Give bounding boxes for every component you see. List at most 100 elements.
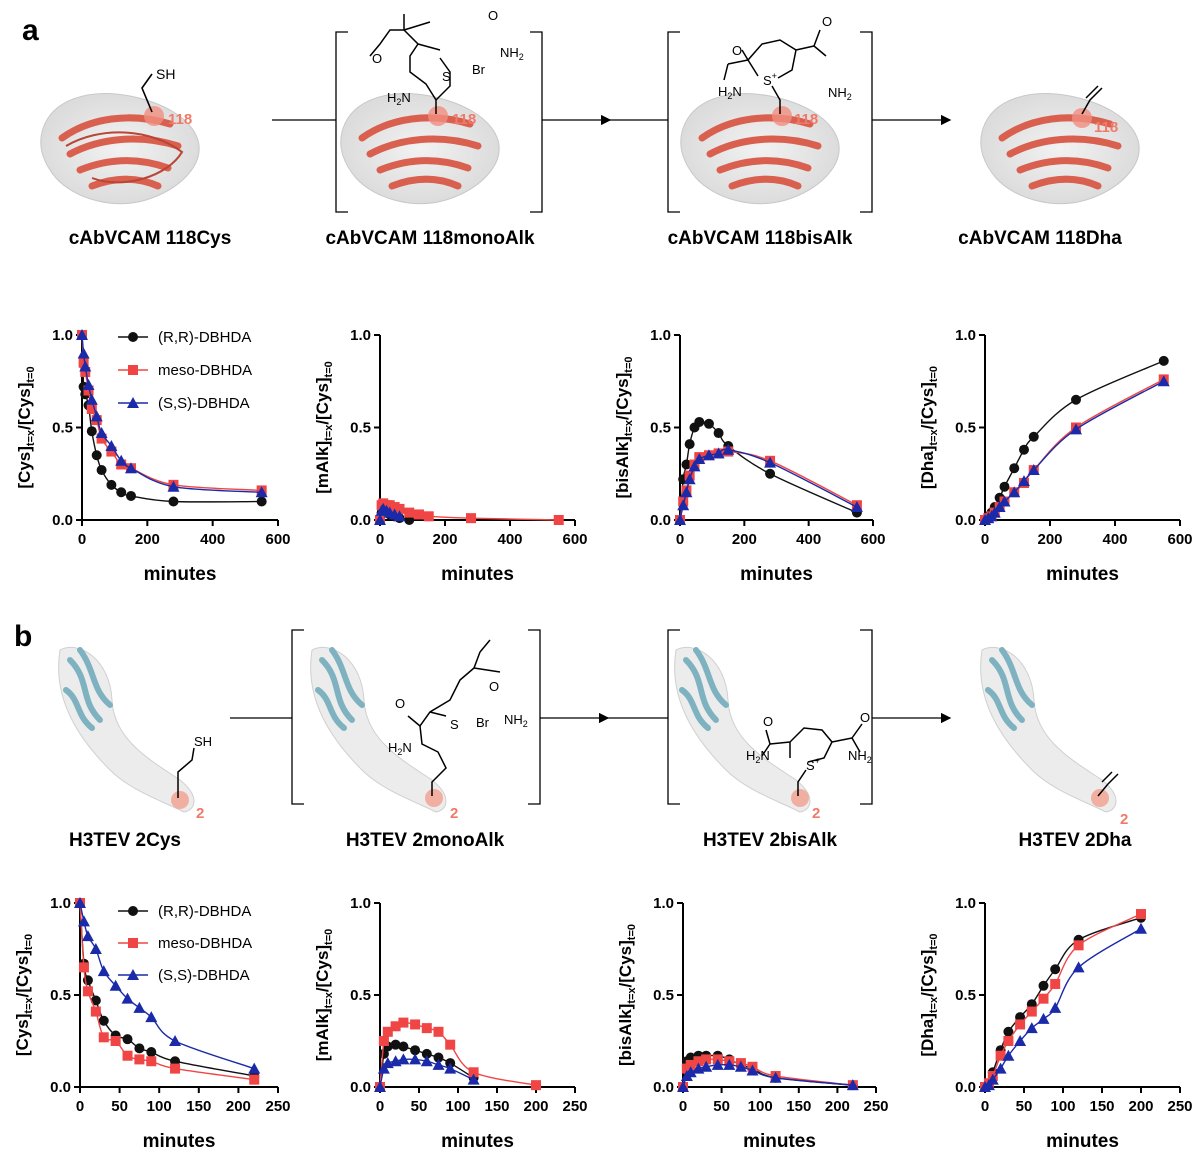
fit-curve: [984, 917, 1142, 1088]
y-tick-label: 0.5: [955, 987, 976, 1004]
legend-marker: [128, 365, 138, 375]
data-point: [115, 454, 128, 466]
x-tick-label: 150: [786, 1098, 811, 1115]
y-axis-label: [Dha]t=x/[Cys]t=0: [918, 933, 940, 1056]
data-point: [685, 1059, 696, 1070]
protein-a-bisalk: [680, 29, 840, 205]
x-tick-label: 0: [981, 1098, 989, 1115]
data-point: [1026, 1006, 1037, 1017]
protein-b-monoalk: [310, 639, 501, 813]
data-point: [98, 1032, 109, 1043]
site-label-b2: 2: [450, 805, 458, 822]
caption-a-cys: cAbVCAM 118Cys: [68, 228, 232, 249]
data-point: [1009, 463, 1020, 474]
data-point: [378, 1048, 389, 1059]
data-point: [90, 410, 103, 422]
x-tick-label: 100: [445, 1098, 470, 1115]
x-tick-label: 600: [562, 531, 587, 548]
x-tick-label: 150: [484, 1098, 509, 1115]
data-point: [466, 513, 476, 524]
data-point: [680, 486, 693, 498]
data-point: [1015, 1019, 1026, 1030]
data-point: [77, 347, 90, 359]
y-axis-label: [bisAlk]t=x/[Cys]t=0: [616, 924, 638, 1066]
site-label-b3: 2: [812, 805, 820, 822]
caption-b-cys: H3TEV 2Cys: [69, 830, 181, 851]
data-point: [96, 433, 107, 444]
data-point: [1002, 1049, 1015, 1061]
site-label-a2: 118: [452, 111, 476, 128]
series-ss: [674, 443, 863, 525]
site-label-b4: 2: [1120, 811, 1128, 828]
data-point: [169, 1035, 182, 1046]
h2n-label-b3: H2N: [746, 748, 770, 765]
data-point: [1157, 375, 1170, 387]
data-point: [145, 1011, 158, 1023]
data-point: [248, 1062, 261, 1074]
series-ss: [979, 922, 1147, 1092]
y-tick-label: 1.0: [52, 327, 73, 344]
series-meso: [980, 909, 1146, 1092]
fit-curve: [79, 902, 255, 1070]
data-point: [98, 1015, 109, 1026]
y-tick-label: 1.0: [50, 895, 71, 912]
y-tick-label: 1.0: [955, 895, 976, 912]
data-point: [1025, 1022, 1038, 1034]
legend-label: (R,R)-DBHDA: [158, 903, 251, 920]
x-tick-label: 100: [147, 1098, 172, 1115]
legend-label: (S,S)-DBHDA: [158, 395, 250, 412]
data-point: [468, 1067, 479, 1078]
data-point: [683, 473, 696, 485]
data-point: [85, 393, 98, 405]
data-point: [1018, 475, 1030, 487]
data-point: [421, 1048, 432, 1059]
data-point: [850, 501, 863, 513]
y-tick-label: 0.0: [955, 1079, 976, 1096]
data-point: [1037, 1012, 1050, 1024]
series-ss: [74, 897, 261, 1074]
data-point: [693, 452, 706, 464]
data-point: [1008, 486, 1021, 498]
data-point: [122, 1034, 133, 1045]
legend-label: (S,S)-DBHDA: [158, 967, 250, 984]
panel-label-b: b: [14, 620, 33, 653]
br-label-a2: Br: [472, 62, 486, 77]
data-point: [80, 367, 91, 377]
series-meso: [75, 898, 260, 1085]
data-point: [421, 1023, 432, 1034]
x-tick-label: 200: [432, 531, 457, 548]
protein-b-bisalk: [674, 647, 863, 813]
chart-b3: 0.0 0.5 1.0 0 50 100 150 200 250 minutes [bisAlk]t…: [616, 895, 889, 1152]
data-point: [703, 418, 714, 429]
data-point: [410, 1019, 421, 1030]
x-tick-label: 200: [825, 1098, 850, 1115]
data-point: [677, 1081, 689, 1092]
x-tick-label: 50: [713, 1098, 730, 1115]
sh-label-b: SH: [194, 734, 212, 749]
data-point: [146, 1056, 157, 1067]
br-label-b2: Br: [476, 715, 490, 730]
data-point: [846, 1079, 859, 1091]
data-point: [1014, 1035, 1027, 1046]
fit-curve: [81, 334, 262, 492]
h2n-label-a2: H2N: [387, 90, 411, 107]
data-point: [390, 1039, 401, 1050]
y-tick-label: 0.5: [350, 420, 371, 437]
data-point: [90, 1006, 101, 1017]
data-point: [433, 1026, 444, 1037]
s-label-a2: S: [442, 69, 451, 84]
y-tick-label: 0.5: [52, 420, 73, 437]
legend-b: (R,R)-DBHDA meso-DBHDA (S,S)-DBHDA: [118, 903, 252, 984]
data-point: [394, 503, 405, 514]
data-point: [409, 1053, 422, 1065]
data-point: [404, 507, 415, 518]
data-point: [700, 1060, 713, 1072]
data-point: [553, 515, 564, 525]
y-tick-label: 0.0: [350, 512, 371, 529]
legend-label: meso-DBHDA: [158, 935, 252, 952]
data-point: [134, 1043, 145, 1054]
x-tick-label: 400: [1102, 531, 1127, 548]
x-tick-label: 50: [111, 1098, 128, 1115]
data-point: [684, 1066, 697, 1078]
o-label-a3a: O: [732, 43, 742, 58]
